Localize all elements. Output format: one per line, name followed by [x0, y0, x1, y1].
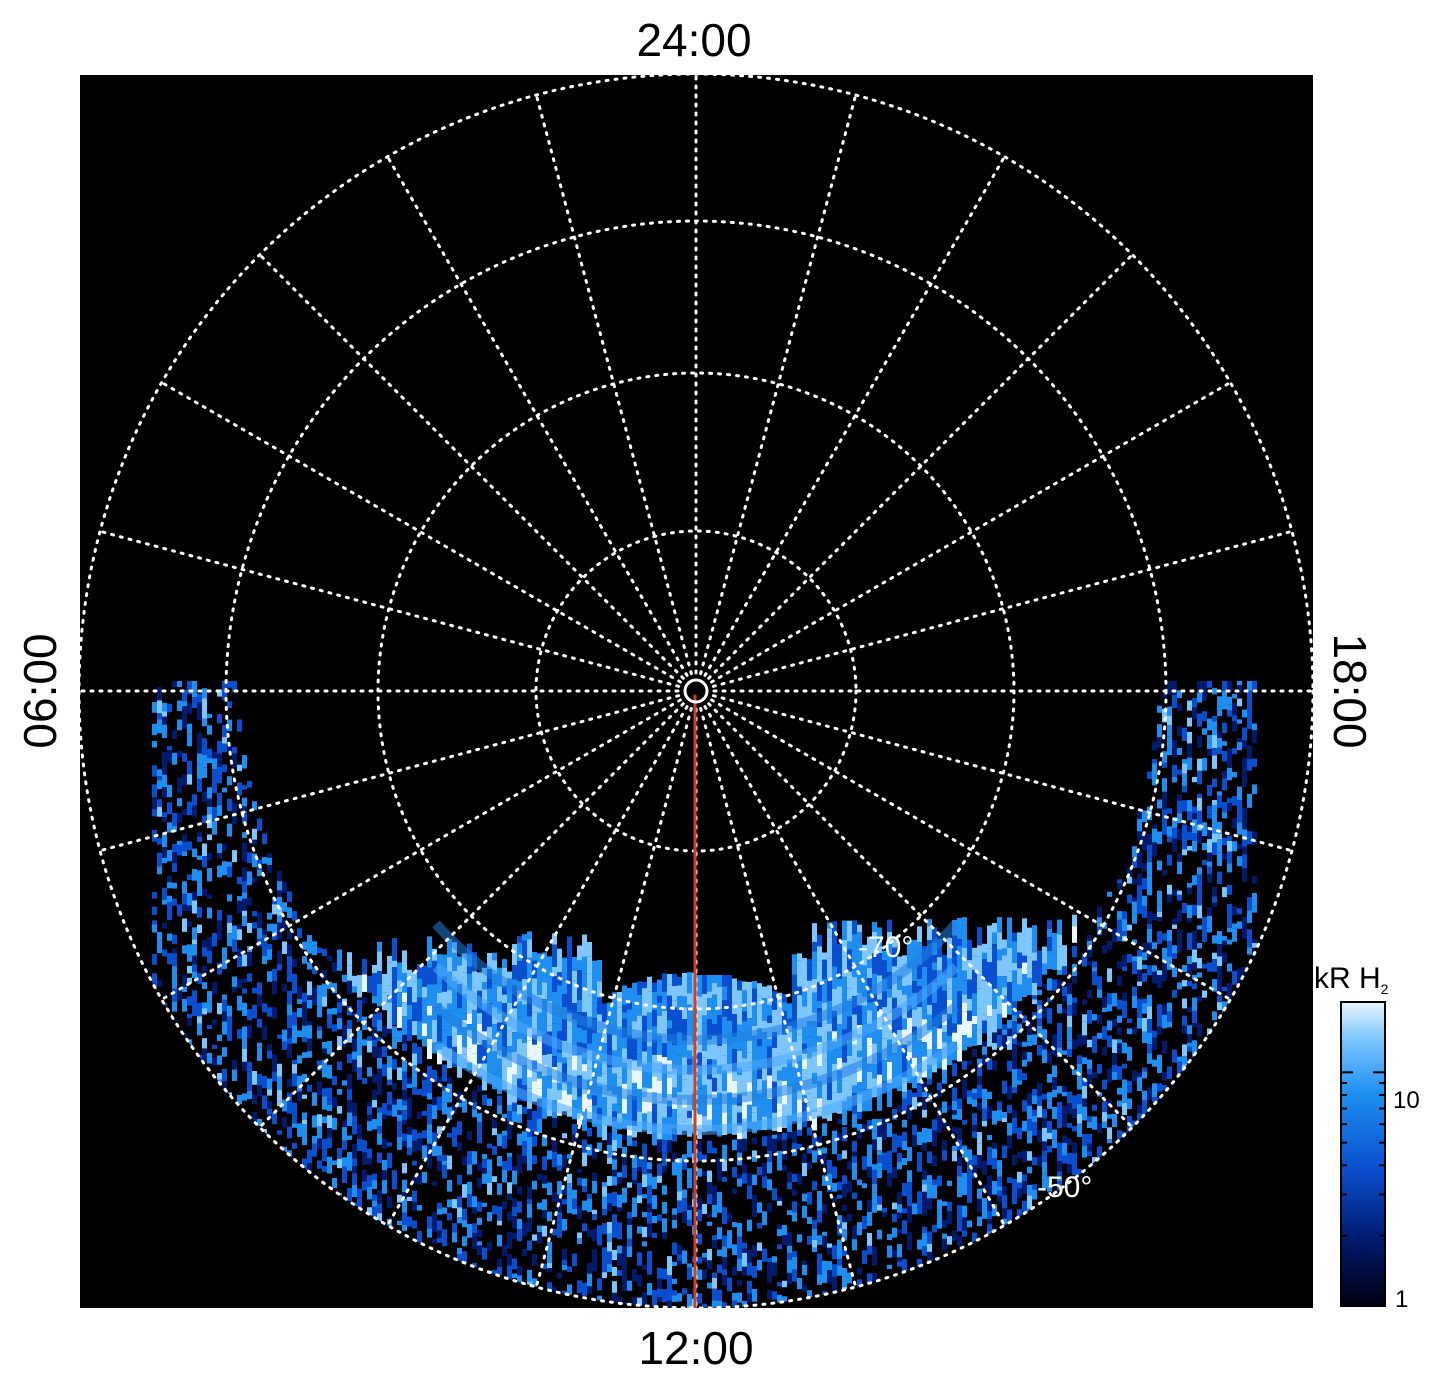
- latitude-label-50: -50°: [1037, 1171, 1092, 1204]
- colorbar-tick-label-1: 1: [1395, 1286, 1408, 1313]
- colorbar-tick-label-10: 10: [1393, 1087, 1420, 1114]
- local-time-label-right: 18:00: [1324, 633, 1376, 748]
- latitude-label-70: -70°: [858, 931, 913, 964]
- local-time-label-bottom: 12:00: [638, 1322, 753, 1374]
- colorbar-gradient: [1340, 1001, 1386, 1307]
- local-time-label-left: 06:00: [14, 633, 66, 748]
- local-time-label-top: 24:00: [636, 14, 751, 66]
- colorbar-ticks: [1341, 1001, 1385, 1307]
- colorbar: kR H2 10 1: [1314, 962, 1420, 1313]
- pole-center-dot-icon: [692, 687, 700, 695]
- pole-marker-icon: [683, 678, 709, 704]
- colorbar-title: kR H2: [1314, 962, 1389, 997]
